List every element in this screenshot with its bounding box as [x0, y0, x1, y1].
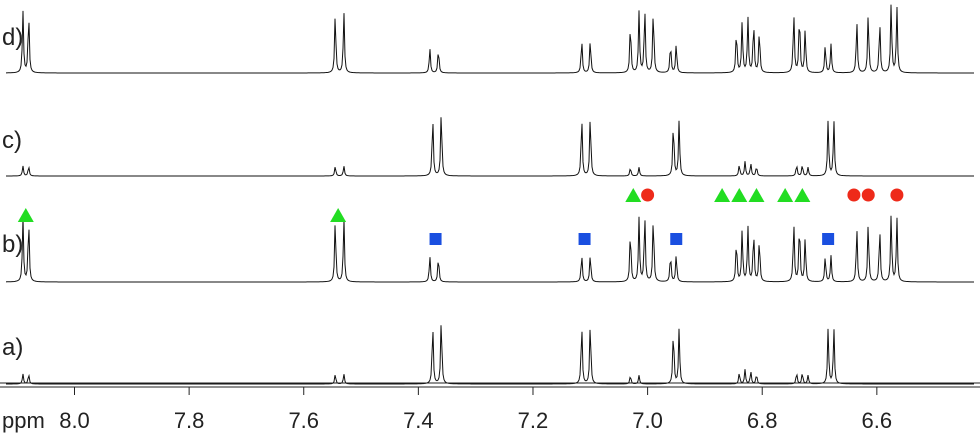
x-tick-label: 6.6 [862, 408, 893, 433]
spectrum-trace-1 [5, 4, 974, 74]
x-tick-label: 7.0 [632, 408, 663, 433]
red-circle-marker [861, 188, 875, 202]
x-tick-label: 6.8 [747, 408, 778, 433]
spectrum-trace-4 [6, 325, 974, 385]
green-triangle-marker [714, 188, 731, 202]
blue-square-marker [429, 233, 442, 245]
green-triangle-marker [794, 188, 811, 202]
x-tick-label: 7.2 [518, 408, 549, 433]
green-triangle-marker [748, 188, 765, 202]
x-tick-label: 7.8 [174, 408, 205, 433]
spectra-traces [5, 4, 974, 385]
green-triangle-marker [731, 188, 748, 202]
trace-label: d) [2, 24, 23, 51]
x-tick-label: 7.6 [288, 408, 319, 433]
peak-markers [17, 188, 904, 245]
x-axis-unit-label: ppm [2, 408, 45, 433]
green-triangle-marker [330, 208, 347, 222]
trace-label: b) [2, 231, 23, 258]
trace-label: a) [2, 334, 23, 361]
green-triangle-marker [17, 208, 34, 222]
red-circle-marker [641, 188, 655, 202]
green-triangle-marker [777, 188, 794, 202]
blue-square-marker [578, 233, 591, 245]
spectrum-trace-3 [5, 215, 974, 283]
spectrum-trace-2 [6, 117, 974, 177]
x-tick-label: 8.0 [59, 408, 90, 433]
red-circle-marker [847, 188, 861, 202]
red-circle-marker [890, 188, 904, 202]
trace-labels: d) c) b) a) [2, 24, 23, 361]
green-triangle-marker [625, 188, 642, 202]
x-tick-label: 7.4 [403, 408, 434, 433]
x-axis: ppm 8.0 7.8 7.6 7.4 7.2 7.0 6.8 6.6 [0, 382, 980, 433]
blue-square-marker [670, 233, 683, 245]
trace-label: c) [2, 127, 22, 154]
blue-square-marker [822, 233, 835, 245]
